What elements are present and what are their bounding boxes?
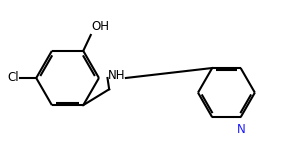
Text: N: N <box>237 123 246 136</box>
Text: OH: OH <box>92 20 110 33</box>
Text: Cl: Cl <box>7 71 19 85</box>
Text: NH: NH <box>108 69 126 82</box>
